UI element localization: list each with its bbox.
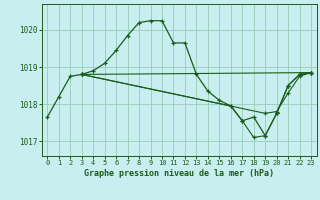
X-axis label: Graphe pression niveau de la mer (hPa): Graphe pression niveau de la mer (hPa) — [84, 169, 274, 178]
